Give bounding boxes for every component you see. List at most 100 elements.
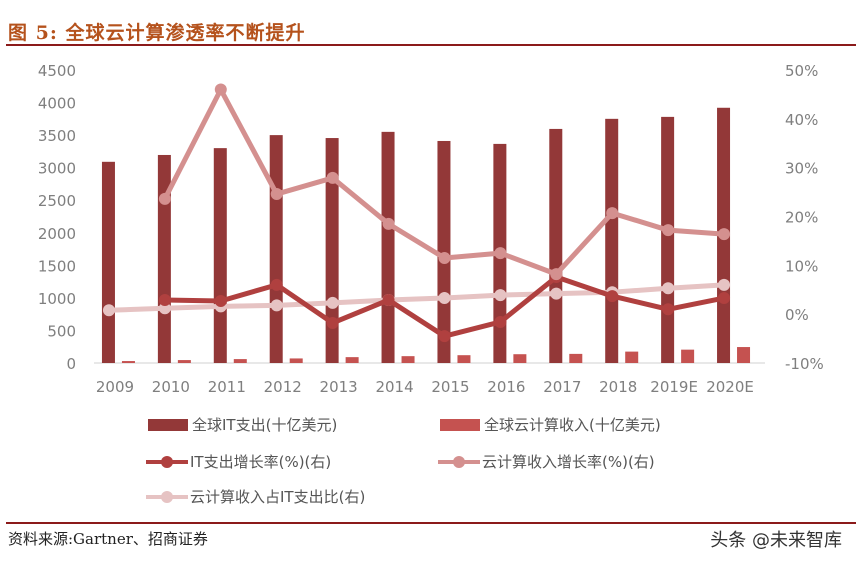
bar-cloud-revenue xyxy=(233,359,247,363)
right-tick-label: 10% xyxy=(785,257,818,275)
data-point xyxy=(438,252,451,265)
legend-label: 云计算收入占IT支出比(右) xyxy=(190,488,366,506)
bar-cloud-revenue xyxy=(177,360,191,363)
data-point xyxy=(662,224,675,237)
left-tick-label: 3000 xyxy=(38,160,76,178)
data-point xyxy=(718,228,731,241)
bar-it-spend xyxy=(101,161,115,363)
legend-label: IT支出增长率(%)(右) xyxy=(190,453,332,471)
x-tick-label: 2013 xyxy=(320,378,358,396)
line-series xyxy=(102,83,731,343)
data-point xyxy=(606,290,619,303)
legend-item-it-growth: IT支出增长率(%)(右) xyxy=(146,451,331,472)
data-point xyxy=(606,207,619,220)
data-point xyxy=(550,287,563,300)
right-tick-label: 20% xyxy=(785,209,818,227)
data-point xyxy=(326,171,339,184)
data-point xyxy=(494,315,507,328)
bar-cloud-revenue xyxy=(345,357,359,363)
legend-swatch-cloud-growth xyxy=(438,455,480,469)
data-point xyxy=(718,292,731,305)
legend-item-cloud-growth: 云计算收入增长率(%)(右) xyxy=(438,451,655,472)
legend-label: 全球IT支出(十亿美元) xyxy=(192,416,338,434)
x-tick-label: 2011 xyxy=(208,378,246,396)
bar-cloud-revenue xyxy=(121,361,135,363)
data-point xyxy=(550,268,563,281)
data-point xyxy=(662,282,675,295)
left-tick-label: 1500 xyxy=(38,257,76,275)
right-tick-label: 40% xyxy=(785,111,818,129)
right-tick-label: 0% xyxy=(785,306,809,324)
top-rule xyxy=(6,44,856,46)
x-tick-label: 2014 xyxy=(375,378,413,396)
data-point xyxy=(158,192,171,205)
data-point xyxy=(214,83,227,96)
watermark: 头条 @未来智库 xyxy=(710,530,842,551)
x-tick-label: 2010 xyxy=(152,378,190,396)
bar-it-spend xyxy=(213,148,227,363)
bar-cloud-revenue xyxy=(569,353,583,363)
x-tick-label: 2019E xyxy=(650,378,698,396)
x-tick-label: 2017 xyxy=(543,378,581,396)
x-tick-label: 2018 xyxy=(599,378,637,396)
x-tick-label: 2016 xyxy=(487,378,525,396)
bar-cloud-revenue xyxy=(289,358,303,363)
source-note: 资料来源:Gartner、招商证券 xyxy=(8,530,208,548)
data-point xyxy=(158,302,171,315)
x-tick-label: 2015 xyxy=(431,378,469,396)
legend-label: 全球云计算收入(十亿美元) xyxy=(484,416,661,434)
left-tick-label: 1000 xyxy=(38,290,76,308)
left-axis: 0 500 1000 1500 2000 2500 3000 3500 4000 4500 xyxy=(38,62,76,373)
x-tick-label: 2012 xyxy=(264,378,302,396)
legend-swatch-it-spend xyxy=(148,418,188,431)
data-point xyxy=(270,278,283,291)
left-tick-label: 4500 xyxy=(38,62,76,80)
right-tick-label: 30% xyxy=(785,160,818,178)
left-tick-label: 2500 xyxy=(38,192,76,210)
data-point xyxy=(326,316,339,329)
bar-cloud-revenue xyxy=(513,354,527,363)
bar-it-spend xyxy=(605,118,619,363)
legend-swatch-cloud-revenue xyxy=(440,418,480,431)
data-point xyxy=(270,299,283,312)
left-tick-label: 0 xyxy=(66,355,76,373)
bar-it-spend xyxy=(549,128,563,363)
bar-cloud-revenue xyxy=(457,355,471,363)
line-cloud-ratio xyxy=(108,282,725,313)
legend-swatch-it-growth xyxy=(146,455,188,469)
bottom-rule xyxy=(6,522,856,524)
data-point xyxy=(494,247,507,260)
chart-title: 图 5: 全球云计算渗透率不断提升 xyxy=(8,22,306,44)
data-point xyxy=(270,188,283,201)
bar-cloud-revenue xyxy=(737,347,751,363)
left-tick-label: 500 xyxy=(47,322,76,340)
data-point xyxy=(382,294,395,307)
data-point xyxy=(102,304,115,317)
data-point xyxy=(438,292,451,305)
data-point xyxy=(382,217,395,230)
bar-it-spend xyxy=(325,138,339,363)
right-axis: -10% 0% 10% 20% 30% 40% 50% xyxy=(785,62,824,373)
bar-it-spend xyxy=(269,135,283,363)
data-point xyxy=(662,303,675,316)
legend-item-cloud-revenue: 全球云计算收入(十亿美元) xyxy=(440,414,661,435)
left-tick-label: 2000 xyxy=(38,225,76,243)
bar-cloud-revenue xyxy=(401,356,415,363)
legend-item-cloud-ratio: 云计算收入占IT支出比(右) xyxy=(146,486,365,507)
x-tick-label: 2020E xyxy=(706,378,754,396)
legend-item-it-spend: 全球IT支出(十亿美元) xyxy=(148,414,337,435)
data-point xyxy=(326,296,339,309)
chart-plot: 0 500 1000 1500 2000 2500 3000 3500 4000 4500 -10… xyxy=(38,62,824,396)
data-point xyxy=(438,330,451,343)
legend-label: 云计算收入增长率(%)(右) xyxy=(482,453,655,471)
bar-cloud-revenue xyxy=(681,349,695,363)
data-point xyxy=(214,294,227,307)
left-tick-label: 4000 xyxy=(38,95,76,113)
legend-swatch-cloud-ratio xyxy=(146,490,188,504)
right-tick-label: 50% xyxy=(785,62,818,80)
data-point xyxy=(494,289,507,302)
bar-cloud-revenue xyxy=(625,351,639,363)
bar-it-spend xyxy=(437,140,451,363)
left-tick-label: 3500 xyxy=(38,127,76,145)
bar-it-spend xyxy=(661,116,675,363)
